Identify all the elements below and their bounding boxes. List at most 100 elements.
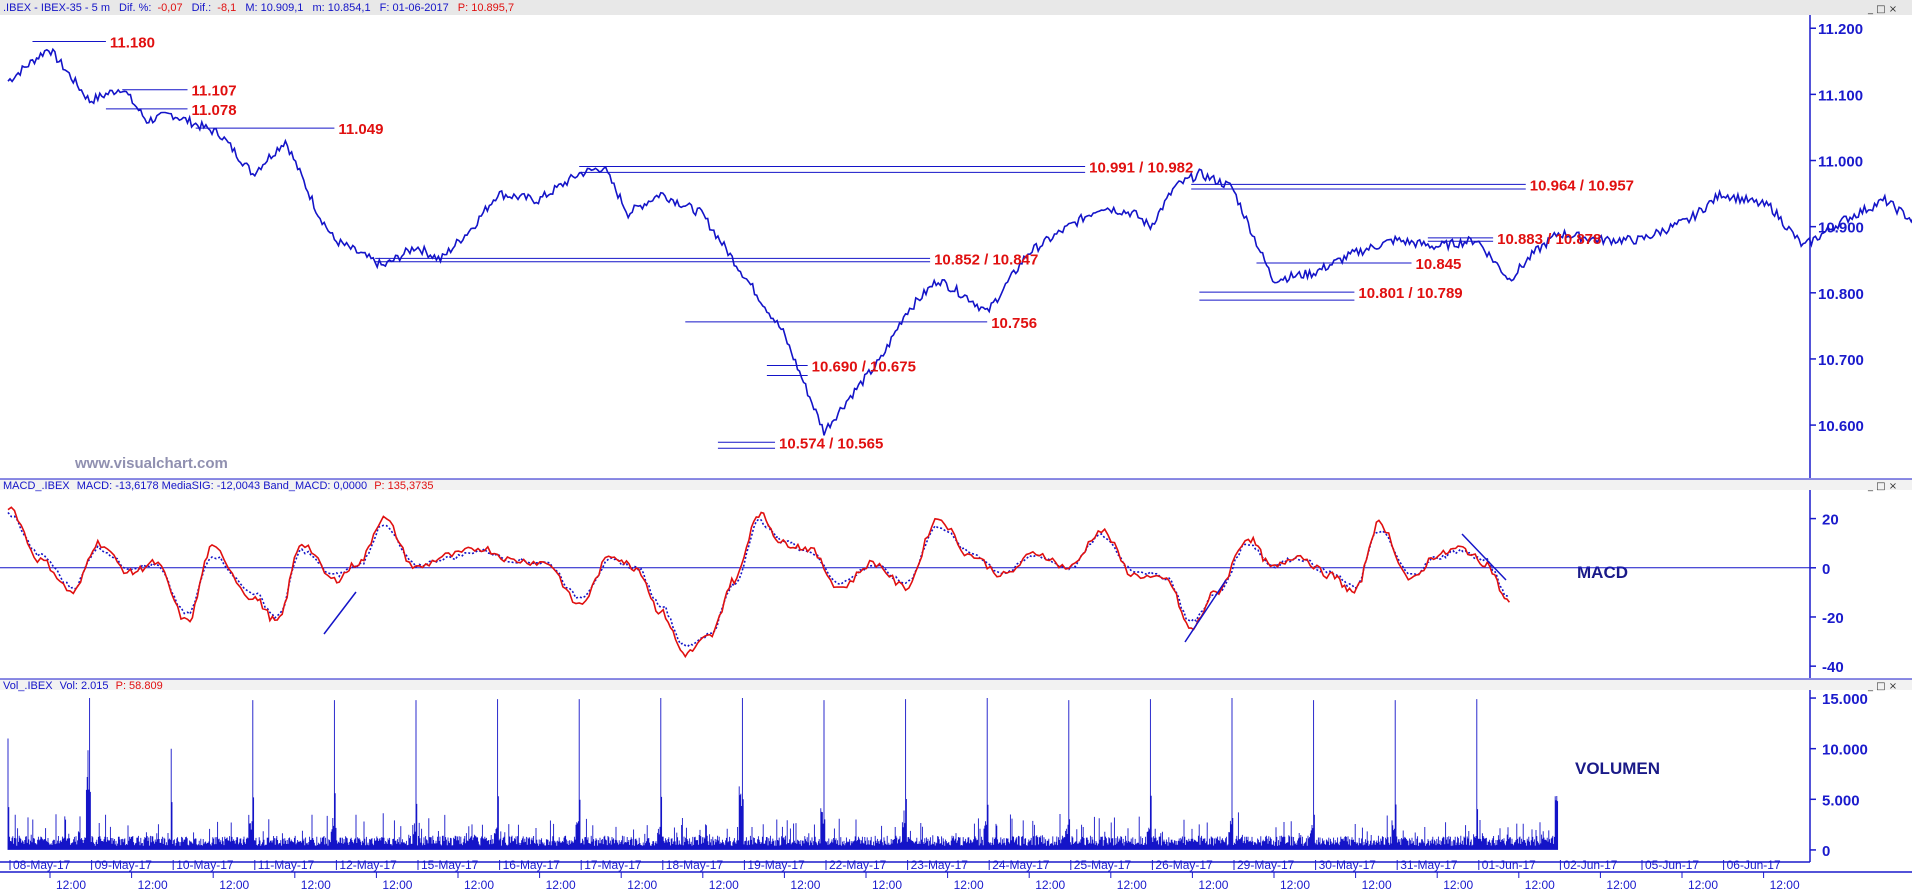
- macd-header: MACD_.IBEX MACD: -13,6178 MediaSIG: -12,…: [3, 480, 434, 492]
- header-price: P: 10.895,7: [458, 2, 514, 14]
- x-date-label: 30-May-17: [1319, 858, 1377, 872]
- x-time-label: 12:00: [1688, 878, 1718, 892]
- y-tick-label: 10.600: [1818, 418, 1864, 435]
- macd-header-price: P: 135,3735: [374, 480, 433, 492]
- x-date-label: 22-May-17: [829, 858, 887, 872]
- level-label: 10.852 / 10.847: [934, 251, 1038, 268]
- window-buttons-volume[interactable]: _ □ ×: [1867, 681, 1897, 692]
- watermark: www.visualchart.com: [74, 455, 228, 472]
- header-line: .IBEX - IBEX-35 - 5 m Dif. %: -0,07 Dif.…: [3, 2, 514, 14]
- x-date-label: 15-May-17: [421, 858, 479, 872]
- x-time-label: 12:00: [464, 878, 494, 892]
- macd-trendline: [1184, 579, 1227, 643]
- header-dif-label: Dif.:: [192, 2, 212, 14]
- level-label: 11.107: [192, 83, 237, 100]
- x-time-label: 12:00: [954, 878, 984, 892]
- header-min: m: 10.854,1: [312, 2, 370, 14]
- level-label: 10.574 / 10.565: [779, 435, 883, 452]
- price-line: [7, 47, 1912, 436]
- x-date-label: 06-Jun-17: [1727, 858, 1781, 872]
- price-panel: 11.200 11.100 11.000 10.900 10.800 10.700 10.6…: [7, 21, 1912, 452]
- y-tick-label: 11.200: [1818, 21, 1863, 38]
- x-date-label: 31-May-17: [1400, 858, 1458, 872]
- x-time-label: 12:00: [546, 878, 576, 892]
- panel-frames: [0, 15, 1912, 873]
- macd-y-tick-label: -40: [1822, 659, 1844, 676]
- volume-bars: [7, 698, 1559, 850]
- x-time-label: 12:00: [1280, 878, 1310, 892]
- x-date-label: 24-May-17: [992, 858, 1050, 872]
- level-label: 10.845: [1416, 256, 1462, 273]
- macd-y-tick-label: 0: [1822, 561, 1830, 578]
- volume-header-price: P: 58.809: [116, 680, 163, 692]
- vol-y-tick-label: 15.000: [1822, 691, 1868, 708]
- vol-y-tick-label: 10.000: [1822, 742, 1868, 759]
- y-tick-label: 11.100: [1818, 87, 1863, 104]
- x-time-label: 12:00: [1035, 878, 1065, 892]
- vol-y-tick-label: 0: [1822, 843, 1830, 860]
- macd-panel-title: MACD: [1577, 563, 1628, 582]
- level-label: 11.049: [338, 121, 383, 138]
- volume-panel-title: VOLUMEN: [1575, 759, 1660, 778]
- window-buttons-price[interactable]: _ □ ×: [1867, 4, 1897, 15]
- y-tick-label: 10.900: [1818, 220, 1864, 237]
- macd-trendline: [323, 591, 357, 635]
- x-date-label: 02-Jun-17: [1563, 858, 1617, 872]
- vol-y-tick-label: 5.000: [1822, 792, 1860, 809]
- macd-y-tick-label: -20: [1822, 610, 1844, 627]
- level-label: 11.078: [192, 102, 237, 119]
- x-time-label: 12:00: [1525, 878, 1555, 892]
- header-dif-pct-label: Dif. %:: [119, 2, 151, 14]
- level-label: 10.964 / 10.957: [1530, 177, 1634, 194]
- volume-header: Vol_.IBEX Vol: 2.015 P: 58.809: [3, 680, 163, 692]
- x-date-label: 16-May-17: [503, 858, 561, 872]
- x-date-label: 25-May-17: [1074, 858, 1132, 872]
- x-time-label: 12:00: [790, 878, 820, 892]
- macd-line: [7, 506, 1511, 659]
- header-dif-pct: -0,07: [158, 2, 183, 14]
- x-time-label: 12:00: [709, 878, 739, 892]
- level-label: 10.756: [991, 315, 1037, 332]
- x-time-label: 12:00: [872, 878, 902, 892]
- y-tick-label: 10.800: [1818, 286, 1864, 303]
- x-date-label: 05-Jun-17: [1645, 858, 1699, 872]
- volume-panel: 15.000 10.000 5.000 0: [7, 691, 1868, 860]
- y-tick-label: 11.000: [1818, 154, 1863, 171]
- x-time-label: 12:00: [1117, 878, 1147, 892]
- x-time-label: 12:00: [138, 878, 168, 892]
- header-symbol: .IBEX - IBEX-35 - 5 m: [3, 2, 110, 14]
- header-dif: -8,1: [217, 2, 236, 14]
- level-label: 10.991 / 10.982: [1089, 159, 1193, 176]
- x-date-label: 19-May-17: [747, 858, 805, 872]
- header-date: F: 01-06-2017: [380, 2, 449, 14]
- x-date-label: 12-May-17: [339, 858, 397, 872]
- x-date-label: 10-May-17: [176, 858, 234, 872]
- x-time-label: 12:00: [1362, 878, 1392, 892]
- macd-y-tick-label: 20: [1822, 512, 1839, 529]
- x-date-label: 26-May-17: [1155, 858, 1213, 872]
- x-time-label: 12:00: [627, 878, 657, 892]
- header-bar: [0, 0, 1912, 15]
- x-date-label: 11-May-17: [258, 858, 315, 872]
- x-time-label: 12:00: [1198, 878, 1228, 892]
- level-label: 11.180: [110, 34, 155, 51]
- x-time-label: 12:00: [301, 878, 331, 892]
- macd-trendline: [1461, 533, 1507, 581]
- x-date-label: 08-May-17: [13, 858, 71, 872]
- macd-panel: 20 0 -20 -40: [0, 506, 1844, 676]
- x-time-label: 12:00: [219, 878, 249, 892]
- x-time-label: 12:00: [1770, 878, 1800, 892]
- macd-header-prefix: MACD_.IBEX: [3, 480, 70, 492]
- window-buttons-macd[interactable]: _ □ ×: [1867, 481, 1897, 492]
- level-label: 10.801 / 10.789: [1358, 285, 1462, 302]
- x-time-label: 12:00: [1606, 878, 1636, 892]
- x-date-label: 23-May-17: [911, 858, 969, 872]
- volume-header-prefix: Vol_.IBEX: [3, 680, 53, 692]
- x-date-label: 17-May-17: [584, 858, 642, 872]
- x-date-label: 01-Jun-17: [1482, 858, 1536, 872]
- level-label: 10.883 / 10.878: [1497, 231, 1601, 248]
- macd-header-values: MACD: -13,6178 MediaSIG: -12,0043 Band_M…: [77, 480, 367, 492]
- volume-header-bar: [0, 679, 1912, 690]
- volume-header-values: Vol: 2.015: [60, 680, 109, 692]
